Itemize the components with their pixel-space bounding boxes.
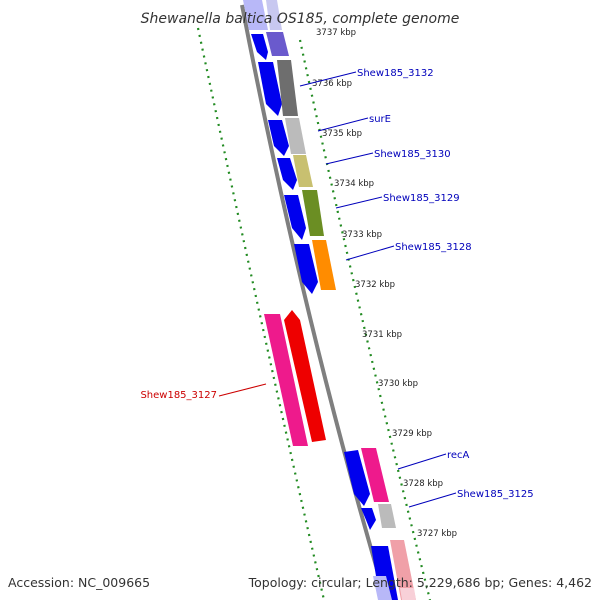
gene-label[interactable]: Shew185_3132 xyxy=(357,68,434,79)
gene-label-leader xyxy=(397,453,447,470)
gene-blue-4 xyxy=(277,158,297,190)
gene-features xyxy=(243,0,416,600)
gene-faded-top-gray xyxy=(266,0,282,30)
kbp-tick-label: 3727 kbp xyxy=(417,529,457,539)
gene-faded-top-blue xyxy=(243,0,268,30)
map-title: Shewanella baltica OS185, complete genom… xyxy=(141,11,460,27)
kbp-tick-label: 3731 kbp xyxy=(362,330,402,340)
kbp-tick-label: 3733 kbp xyxy=(342,230,382,240)
kbp-tick-label: 3730 kbp xyxy=(378,379,418,389)
gene-label[interactable]: Shew185_3125 xyxy=(457,489,534,500)
gene-blue-6 xyxy=(294,244,318,294)
gene-label-leader xyxy=(325,152,374,165)
genome-backbone xyxy=(240,4,388,601)
gene-pink-bottom xyxy=(390,540,416,600)
outer-dotted-ring xyxy=(196,27,432,601)
topology-text: Topology: circular; Length: 5,229,686 bp… xyxy=(248,575,592,590)
kbp-tick-label: 3734 kbp xyxy=(334,179,374,189)
gene-blue-8 xyxy=(361,508,376,530)
accession-text: Accession: NC_009665 xyxy=(8,575,150,590)
gene-label-leader xyxy=(345,245,395,261)
gene-label[interactable]: Shew185_3127 xyxy=(140,390,217,401)
gene-shew185-3128 xyxy=(312,240,336,290)
gene-label[interactable]: Shew185_3128 xyxy=(395,242,472,253)
gene-label-leader xyxy=(317,117,369,132)
gene-label[interactable]: recA xyxy=(447,450,470,461)
gene-labels: Shew185_3132 surE Shew185_3130 Shew185_3129… xyxy=(140,68,533,500)
gene-blue-3 xyxy=(268,120,289,156)
gene-shew185-3127-red xyxy=(284,310,326,442)
gene-shew185-3129 xyxy=(302,190,324,236)
kbp-tick-label: 3737 kbp xyxy=(316,28,356,38)
gene-shew185-3127-pink xyxy=(264,314,308,446)
kbp-tick-label: 3728 kbp xyxy=(403,479,443,489)
gene-label[interactable]: Shew185_3129 xyxy=(383,193,460,204)
kbp-tick-label: 3735 kbp xyxy=(322,129,362,139)
gene-blue-2 xyxy=(258,62,282,116)
gene-label[interactable]: Shew185_3130 xyxy=(374,149,451,160)
gene-purple-1 xyxy=(266,32,289,56)
kbp-tick-label: 3729 kbp xyxy=(392,429,432,439)
gene-shew185-3130 xyxy=(293,155,313,187)
gene-blue-5 xyxy=(284,195,306,240)
gene-recA xyxy=(361,448,389,502)
gene-blue-1 xyxy=(251,34,268,60)
gene-pink-bottom-faded xyxy=(400,588,416,600)
kbp-tick-label: 3732 kbp xyxy=(355,280,395,290)
gene-surE xyxy=(285,118,306,154)
gene-label-leaders xyxy=(218,71,457,508)
gene-label-leader xyxy=(218,383,267,397)
gene-shew185-3132 xyxy=(277,60,298,116)
gene-label-leader xyxy=(335,196,383,209)
gene-blue-9-faded xyxy=(373,576,392,600)
gene-label-leader xyxy=(408,492,457,508)
kbp-tick-label: 3736 kbp xyxy=(312,79,352,89)
gene-label[interactable]: surE xyxy=(369,114,391,125)
gene-blue-7 xyxy=(344,450,370,506)
gene-shew185-3125 xyxy=(378,504,396,528)
kbp-scale: 3737 kbp 3736 kbp 3735 kbp 3734 kbp 3733 kbp… xyxy=(312,28,457,539)
gene-label-leader xyxy=(299,71,357,87)
